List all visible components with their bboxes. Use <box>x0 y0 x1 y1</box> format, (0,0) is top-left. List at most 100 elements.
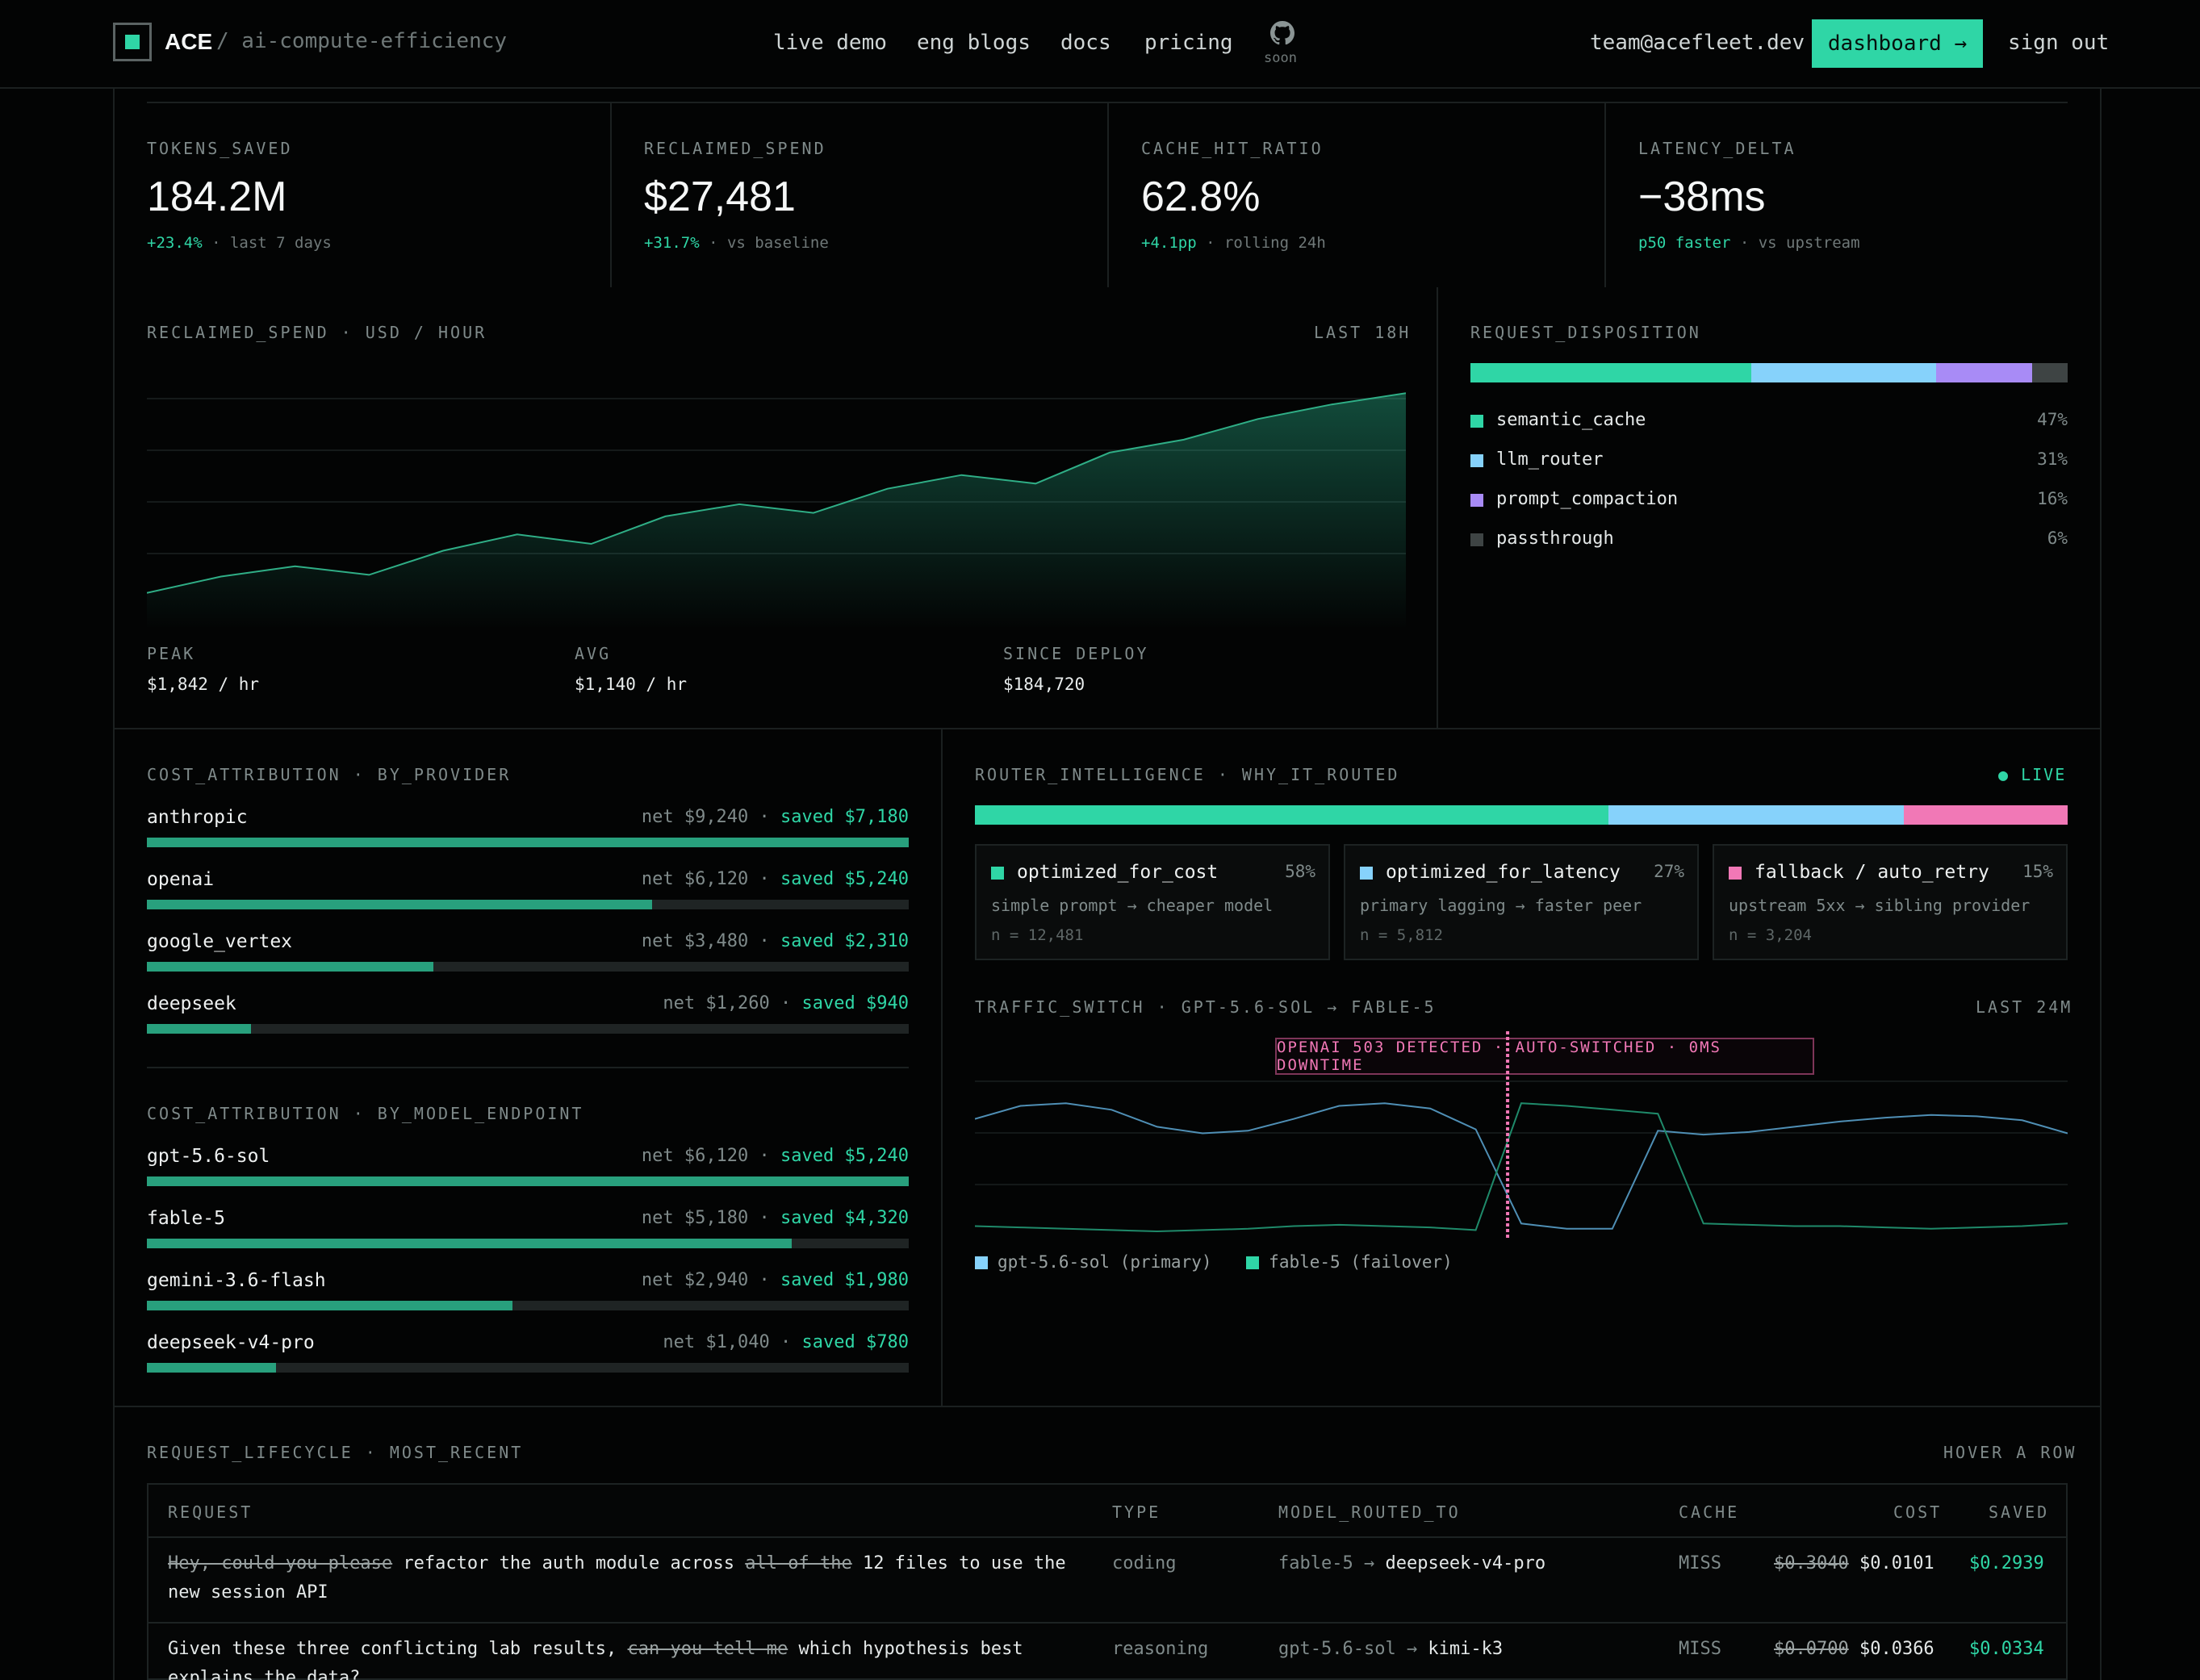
dashboard-frame <box>113 89 2102 1680</box>
cost-new: $0.0101 <box>1848 1553 1934 1573</box>
saved-cell: $0.2939 <box>1969 1553 2044 1573</box>
disposition-segment <box>1750 363 1937 382</box>
provider-row[interactable]: google_vertex net $3,480 · saved $2,310 <box>147 931 909 972</box>
dashboard-button[interactable]: dashboard → <box>1812 19 1983 68</box>
col-cost[interactable]: COST <box>1893 1502 1943 1522</box>
net-value: net $3,480 · <box>641 931 770 951</box>
endpoint-row[interactable]: gpt-5.6-sol net $6,120 · saved $5,240 <box>147 1146 909 1186</box>
nav-eng-blogs[interactable]: eng blogs <box>917 31 1031 55</box>
router-card-count: n = 3,204 <box>1729 926 1812 944</box>
disposition-row[interactable]: passthrough 6% <box>1470 529 2068 553</box>
disposition-segment <box>1936 363 2032 382</box>
endpoint-row[interactable]: deepseek-v4-pro net $1,040 · saved $780 <box>147 1332 909 1373</box>
by-endpoint-title: COST_ATTRIBUTION · BY_MODEL_ENDPOINT <box>147 1104 584 1123</box>
provider-row[interactable]: deepseek net $1,260 · saved $940 <box>147 993 909 1034</box>
endpoint-row[interactable]: fable-5 net $5,180 · saved $4,320 <box>147 1208 909 1248</box>
saved-value: saved $7,180 <box>780 807 909 827</box>
cost-bar-track <box>147 1363 909 1373</box>
disposition-percent: 6% <box>2047 529 2068 548</box>
endpoint-row[interactable]: gemini-3.6-flash net $2,940 · saved $1,9… <box>147 1270 909 1310</box>
primary-series-line <box>975 1102 2068 1230</box>
endpoint-name: deepseek-v4-pro <box>147 1332 315 1353</box>
cost-bar-fill <box>147 1363 277 1373</box>
cost-cell: $0.0700 $0.0366 <box>1774 1635 1934 1664</box>
peak-value: $1,842 / hr <box>147 675 260 694</box>
disposition-percent: 16% <box>2037 489 2068 508</box>
spend-chart-title: RECLAIMED_SPEND · USD / HOUR <box>147 323 487 342</box>
net-value: net $6,120 · <box>641 869 770 889</box>
provider-name: openai <box>147 869 215 890</box>
sign-out-link[interactable]: sign out <box>2008 31 2110 55</box>
router-card-latency[interactable]: optimized_for_latency 27% primary laggin… <box>1344 844 1699 960</box>
provider-name: deepseek <box>147 993 236 1014</box>
col-cache[interactable]: CACHE <box>1679 1502 1740 1522</box>
by-provider-title: COST_ATTRIBUTION · BY_PROVIDER <box>147 765 512 784</box>
router-card-title: optimized_for_latency <box>1386 862 1621 883</box>
failover-annotation: OPENAI 503 DETECTED · AUTO-SWITCHED · 0M… <box>1275 1038 1814 1075</box>
model-routed: fable-5 → deepseek-v4-pro <box>1278 1549 1545 1578</box>
repo-breadcrumb: / ai-compute-efficiency <box>216 29 508 53</box>
cost-bar-track <box>147 1024 909 1034</box>
table-row[interactable]: Hey, could you please refactor the auth … <box>148 1538 2066 1622</box>
col-type[interactable]: TYPE <box>1112 1502 1161 1522</box>
cache-status: MISS <box>1679 1553 1721 1573</box>
saved-value: saved $1,980 <box>780 1270 909 1290</box>
logo-mark-icon[interactable] <box>113 23 152 61</box>
router-segment <box>1608 805 1904 825</box>
provider-row[interactable]: openai net $6,120 · saved $5,240 <box>147 869 909 909</box>
col-saved[interactable]: SAVED <box>1989 1502 2050 1522</box>
github-icon[interactable] <box>1270 21 1294 45</box>
col-model[interactable]: MODEL_ROUTED_TO <box>1278 1502 1461 1522</box>
kpi-sub: p50 faster · vs upstream <box>1638 234 1860 252</box>
kpi-value: 62.8% <box>1141 173 1261 220</box>
kpi-label: TOKENS_SAVED <box>147 139 293 158</box>
nav-live-demo[interactable]: live demo <box>773 31 887 55</box>
cost-bar-track <box>147 1301 909 1310</box>
traffic-range: LAST 24M <box>1976 997 2073 1017</box>
router-card-count: n = 12,481 <box>991 926 1084 944</box>
disposition-row[interactable]: prompt_compaction 16% <box>1470 489 2068 513</box>
brand-name[interactable]: ACE <box>165 29 213 54</box>
kept-words: refactor the auth module across <box>392 1553 746 1573</box>
spend-chart-range: LAST 18H <box>1314 323 1412 342</box>
legend-label: gpt-5.6-sol (primary) <box>998 1252 1212 1272</box>
live-indicator: ● LIVE <box>1998 765 2067 784</box>
disposition-row[interactable]: llm_router 31% <box>1470 449 2068 474</box>
divider <box>113 1406 2102 1407</box>
request-type: reasoning <box>1112 1639 1209 1659</box>
github-soon-badge: soon <box>1264 50 1297 66</box>
traffic-switch-chart[interactable] <box>975 1028 2068 1246</box>
cost-bar-track <box>147 1239 909 1248</box>
reclaimed-spend-chart[interactable] <box>147 355 1406 629</box>
endpoint-name: fable-5 <box>147 1208 225 1229</box>
kpi-context: · last 7 days <box>211 234 332 252</box>
divider <box>1107 103 1109 287</box>
model-routed: gpt-5.6-sol → kimi-k3 <box>1278 1635 1503 1664</box>
disposition-name: prompt_compaction <box>1496 489 1679 509</box>
lifecycle-title: REQUEST_LIFECYCLE · MOST_RECENT <box>147 1443 524 1462</box>
table-row[interactable]: Given these three conflicting lab result… <box>148 1624 2066 1680</box>
kpi-sub: +4.1pp · rolling 24h <box>1141 234 1326 252</box>
endpoint-name: gemini-3.6-flash <box>147 1270 326 1291</box>
traffic-legend: gpt-5.6-sol (primary) fable-5 (failover) <box>975 1252 1453 1272</box>
nav-pricing[interactable]: pricing <box>1144 31 1233 55</box>
cost-bar-fill <box>147 1024 252 1034</box>
nav-docs[interactable]: docs <box>1060 31 1111 55</box>
cost-bar-track <box>147 962 909 972</box>
kpi-delta: +23.4% <box>147 234 203 252</box>
provider-row[interactable]: anthropic net $9,240 · saved $7,180 <box>147 807 909 847</box>
router-card-cost[interactable]: optimized_for_cost 58% simple prompt → c… <box>975 844 1330 960</box>
col-request[interactable]: REQUEST <box>168 1502 253 1522</box>
provider-values: net $3,480 · saved $2,310 <box>642 931 909 951</box>
router-card-desc: primary lagging → faster peer <box>1360 896 1642 915</box>
net-value: net $1,040 · <box>663 1332 792 1352</box>
router-card-percent: 15% <box>2022 862 2053 881</box>
avg-value: $1,140 / hr <box>575 675 688 694</box>
router-card-fallback[interactable]: fallback / auto_retry 15% upstream 5xx →… <box>1713 844 2068 960</box>
account-email[interactable]: team@acefleet.dev <box>1590 31 1805 55</box>
endpoint-values: net $2,940 · saved $1,980 <box>642 1270 909 1290</box>
endpoint-name: gpt-5.6-sol <box>147 1146 270 1167</box>
disposition-row[interactable]: semantic_cache 47% <box>1470 410 2068 434</box>
spend-line <box>147 392 1406 594</box>
provider-values: net $1,260 · saved $940 <box>663 993 909 1013</box>
